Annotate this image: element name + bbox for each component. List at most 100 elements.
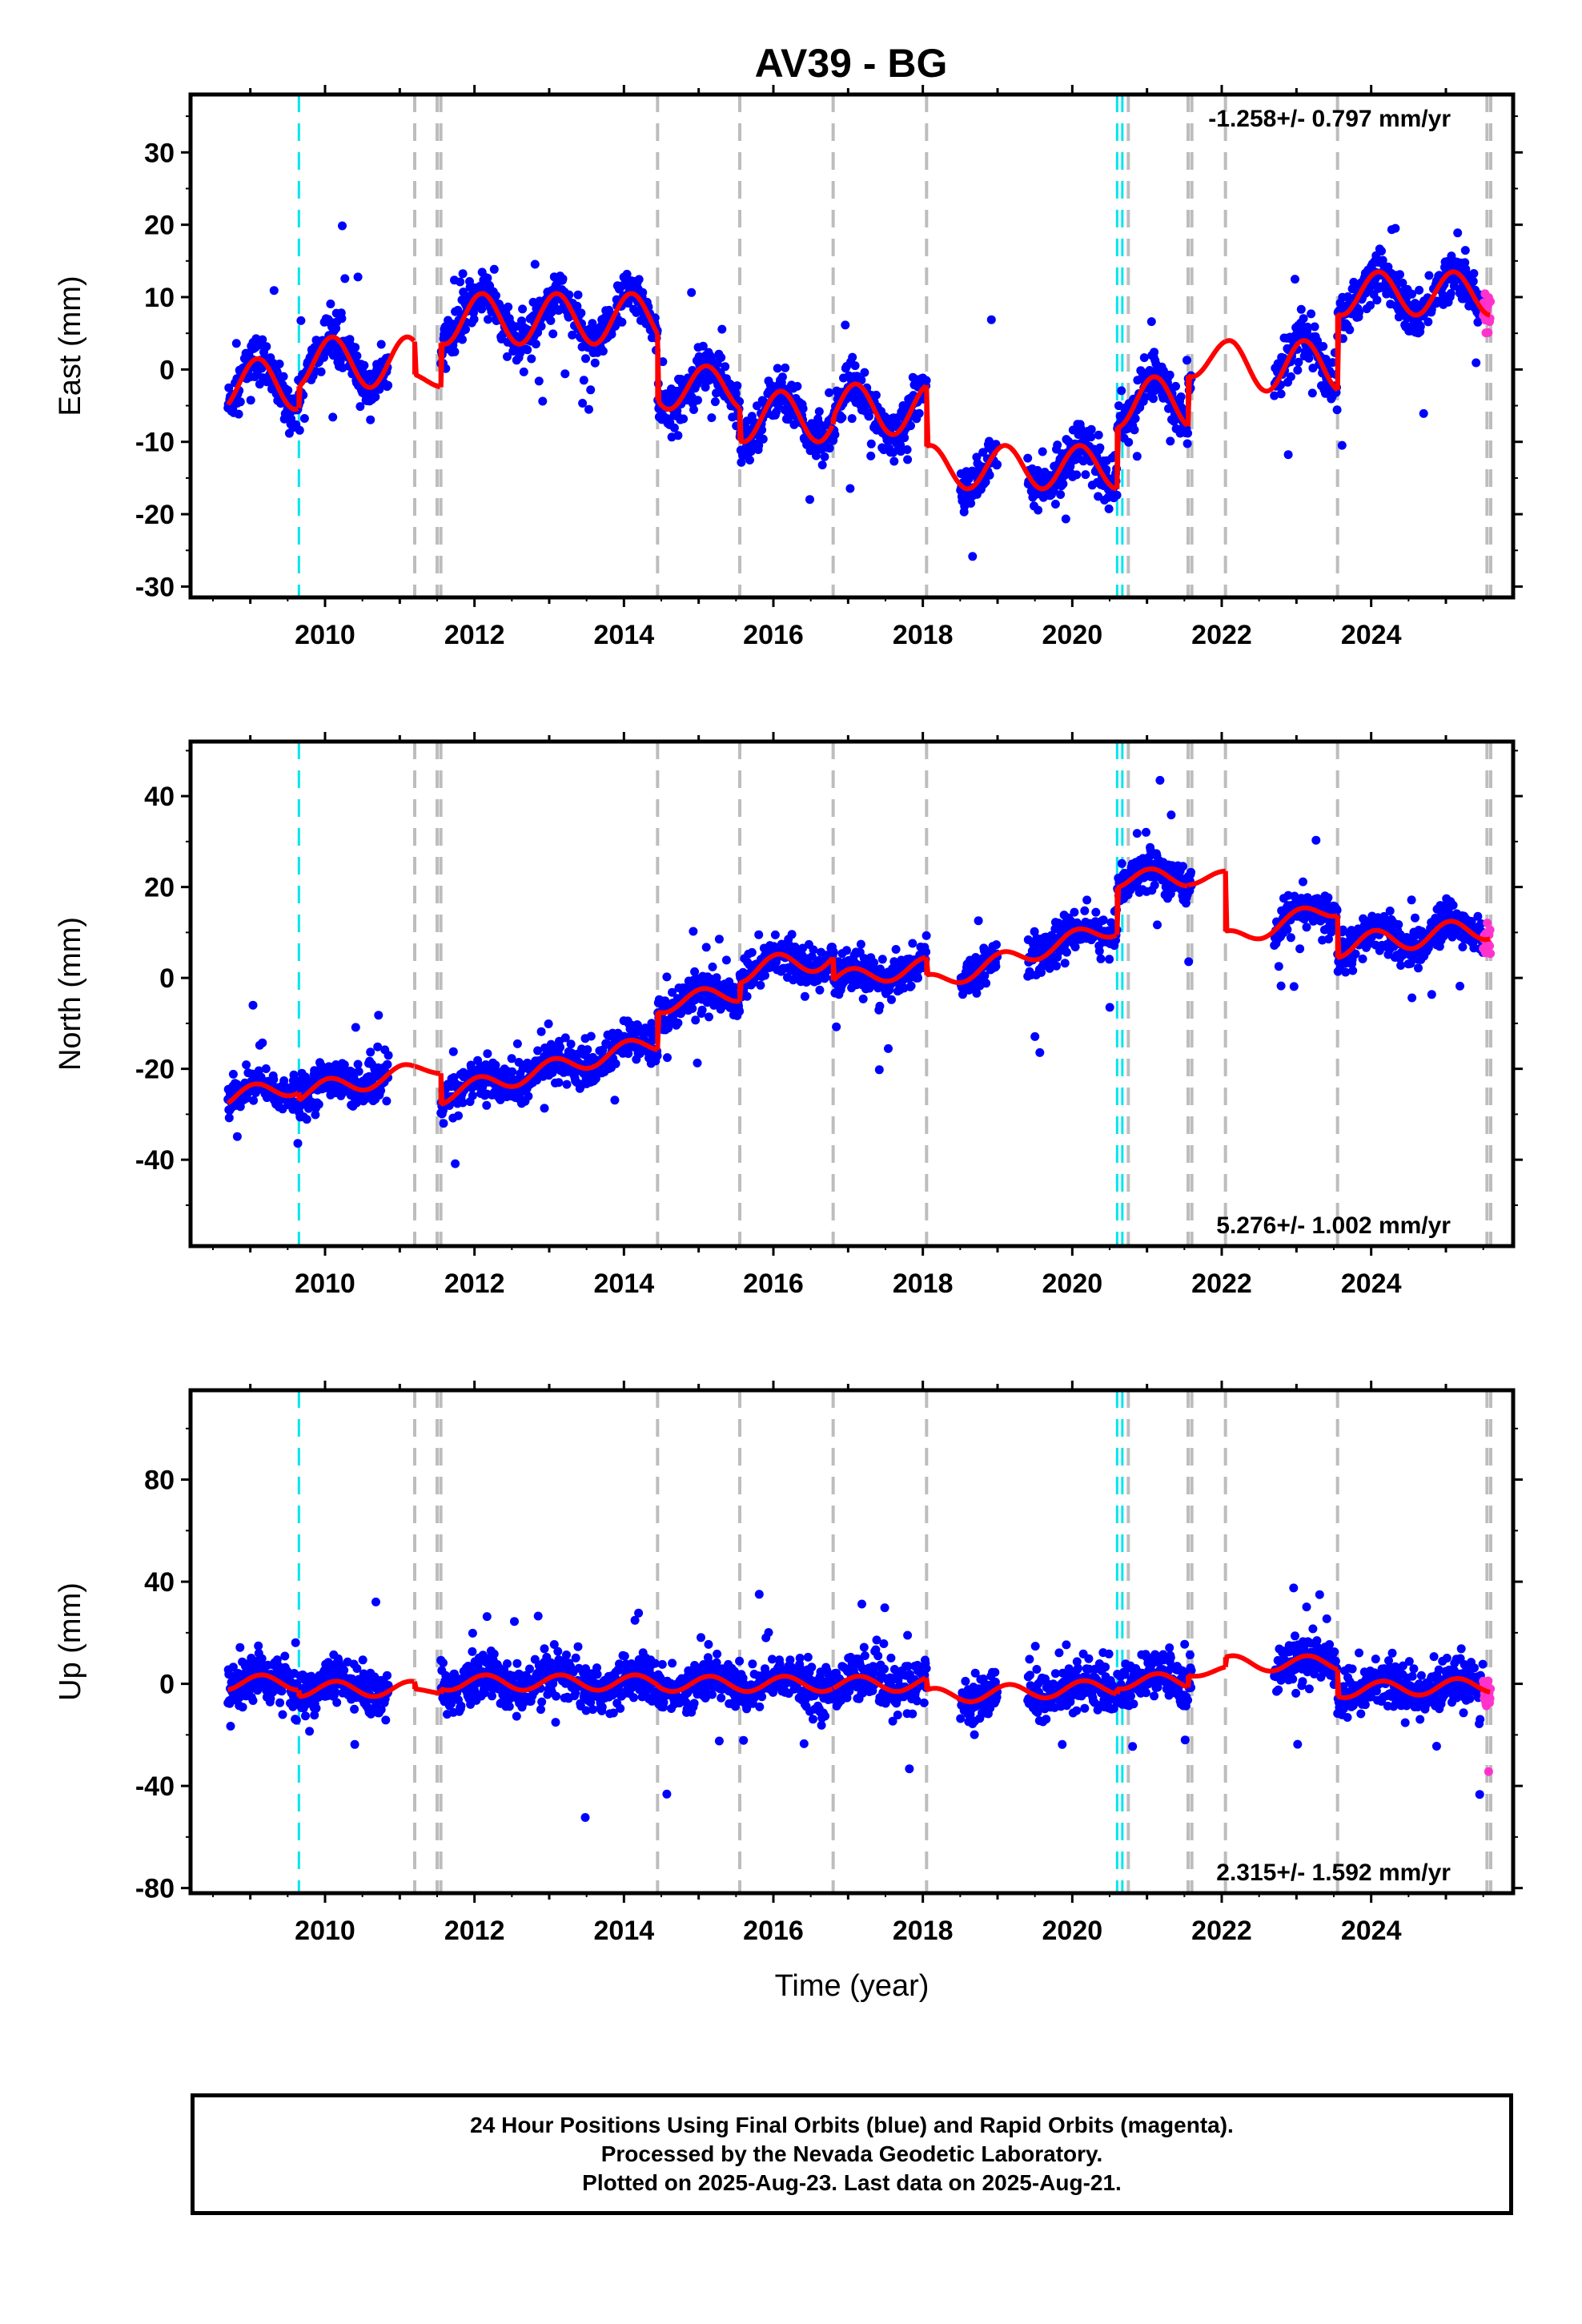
final-orbit-point <box>1341 967 1351 977</box>
final-orbit-point <box>985 470 994 480</box>
final-orbit-point <box>1034 505 1043 515</box>
final-orbit-point <box>1337 440 1347 450</box>
final-orbit-point <box>1056 490 1066 499</box>
final-orbit-point <box>1299 314 1308 324</box>
final-orbit-point <box>507 1054 516 1063</box>
final-orbit-point <box>921 947 931 957</box>
final-orbit-point <box>972 988 982 998</box>
final-orbit-point <box>902 445 912 454</box>
final-orbit-point <box>669 423 679 432</box>
final-orbit-point <box>568 330 577 340</box>
final-orbit-point <box>1407 289 1417 299</box>
final-orbit-point <box>1411 913 1419 923</box>
final-orbit-point <box>523 345 532 355</box>
final-orbit-point <box>1414 963 1423 973</box>
final-orbit-point <box>458 269 468 279</box>
final-orbit-point <box>590 358 600 368</box>
final-orbit-point <box>454 1111 463 1120</box>
final-orbit-point <box>534 376 544 386</box>
final-orbit-point <box>242 1060 251 1070</box>
final-orbit-point <box>536 321 546 331</box>
final-orbit-point <box>1358 954 1367 963</box>
final-orbit-point <box>865 412 873 421</box>
final-orbit-point <box>538 396 548 406</box>
plot-frame-north <box>188 739 1516 1248</box>
final-orbit-point <box>352 351 362 360</box>
final-orbit-point <box>578 399 588 408</box>
final-orbit-point <box>232 1132 242 1141</box>
final-orbit-point <box>248 1000 258 1010</box>
final-orbit-point <box>1086 432 1096 442</box>
final-orbit-point <box>275 360 284 368</box>
model-fit-line <box>226 356 299 412</box>
final-orbit-point <box>355 402 365 412</box>
final-orbit-point <box>891 945 901 954</box>
final-orbit-point <box>272 368 282 377</box>
final-orbit-point <box>1117 386 1126 396</box>
final-orbit-point <box>382 1096 391 1106</box>
final-orbit-point <box>293 1139 303 1148</box>
final-orbit-point <box>1124 437 1134 447</box>
final-orbit-point <box>993 460 1002 469</box>
final-orbit-point <box>820 452 829 461</box>
x-tick-label: 2014 <box>594 620 655 650</box>
final-orbit-point <box>540 1104 549 1113</box>
final-orbit-point <box>1035 1047 1045 1057</box>
final-orbit-point <box>458 335 467 344</box>
final-orbit-point <box>708 962 717 971</box>
plot-area-north <box>223 742 1496 1246</box>
final-orbit-point <box>1091 907 1101 917</box>
final-orbit-point <box>832 1022 841 1031</box>
final-orbit-point <box>1348 966 1358 975</box>
final-orbit-point <box>338 221 347 231</box>
final-orbit-point <box>1061 514 1070 524</box>
final-orbit-point <box>1319 342 1328 351</box>
final-orbit-point <box>689 405 698 414</box>
final-orbit-point <box>258 335 267 344</box>
final-orbit-point <box>235 1102 245 1112</box>
model-fit-line <box>1186 868 1227 888</box>
final-orbit-point <box>604 305 614 315</box>
final-orbit-point <box>1460 246 1470 255</box>
final-orbit-point <box>1396 961 1406 970</box>
final-orbit-point <box>837 413 847 422</box>
final-orbit-point <box>757 425 767 435</box>
final-orbit-point <box>1114 401 1123 411</box>
final-orbit-point <box>1082 895 1092 905</box>
final-orbit-point <box>913 973 922 983</box>
final-orbit-point <box>1295 944 1305 954</box>
model-fit-line <box>412 341 441 390</box>
final-orbit-point <box>1045 963 1054 973</box>
final-orbit-point <box>1060 959 1070 968</box>
final-orbit-point <box>742 991 752 1001</box>
final-orbit-point <box>489 264 499 274</box>
final-orbit-point <box>1338 925 1347 935</box>
final-orbit-point <box>857 376 866 385</box>
final-orbit-point <box>777 372 787 382</box>
final-orbit-point <box>729 983 739 992</box>
final-orbit-point <box>1038 447 1047 456</box>
rapid-orbit-point <box>1486 949 1496 959</box>
final-orbit-point <box>224 383 234 392</box>
final-orbit-point <box>459 287 468 297</box>
final-orbit-point <box>717 324 727 334</box>
final-orbit-point <box>662 972 672 982</box>
final-orbit-point <box>693 396 702 405</box>
final-orbit-point <box>1385 907 1395 915</box>
final-orbit-point <box>1104 504 1114 513</box>
final-orbit-point <box>234 409 243 419</box>
x-tick-label: 2016 <box>743 620 804 650</box>
model-fit-line <box>296 1062 416 1102</box>
final-orbit-point <box>353 1059 363 1069</box>
final-orbit-point <box>982 979 991 988</box>
final-orbit-point <box>1323 893 1333 903</box>
final-orbit-point <box>1448 900 1458 910</box>
y-tick-label: 20 <box>144 211 175 241</box>
final-orbit-point <box>1423 317 1433 327</box>
final-orbit-point <box>373 1042 383 1051</box>
final-orbit-point <box>1294 357 1303 367</box>
final-orbit-point <box>558 274 568 283</box>
model-fit-line <box>226 1081 299 1106</box>
x-tick-label: 2024 <box>1341 620 1402 650</box>
